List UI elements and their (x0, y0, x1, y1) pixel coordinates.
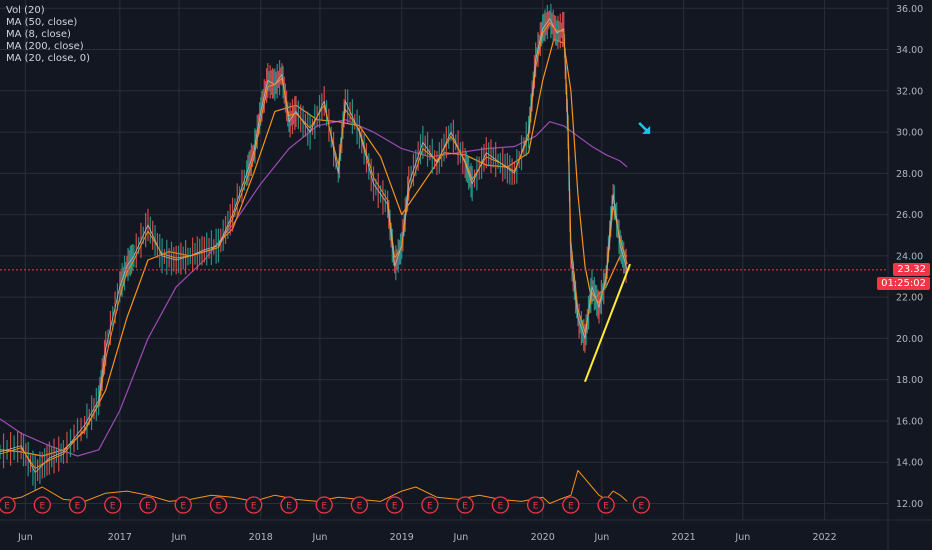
earnings-marker-label: E (462, 502, 468, 512)
ma8-series (0, 22, 628, 469)
earnings-marker[interactable] (280, 496, 298, 514)
y-tick-label: 26.00 (896, 210, 923, 221)
y-tick-label: 14.00 (896, 458, 923, 469)
x-tick-label: 2018 (249, 532, 273, 543)
earnings-marker[interactable] (245, 496, 263, 514)
current-price-badge: 23.32 (893, 262, 930, 276)
earnings-marker[interactable] (456, 496, 474, 514)
x-tick-label: 2020 (531, 532, 555, 543)
earnings-marker[interactable] (562, 496, 580, 514)
y-tick-label: 36.00 (896, 4, 923, 15)
earnings-marker-label: E (286, 502, 292, 512)
y-tick-label: 32.00 (896, 86, 923, 97)
earnings-marker-label: E (357, 502, 363, 512)
earnings-marker[interactable] (139, 496, 157, 514)
y-tick-label: 28.00 (896, 169, 923, 180)
legend-volume[interactable]: Vol (20) (6, 5, 45, 16)
x-tick-label: 2022 (812, 532, 836, 543)
indicator-legend: Vol (20) MA (50, close) MA (8, close) MA… (6, 5, 90, 65)
y-tick-label: 22.00 (896, 293, 923, 304)
volume-series (0, 470, 628, 504)
trendline-drawing[interactable] (584, 263, 631, 383)
earnings-marker-label: E (498, 502, 504, 512)
earnings-marker[interactable] (174, 496, 192, 514)
x-tick-label: 2019 (390, 532, 414, 543)
y-tick-label: 30.00 (896, 128, 923, 139)
ma50-series (0, 38, 628, 457)
earnings-marker-label: E (533, 502, 539, 512)
earnings-marker[interactable] (350, 496, 369, 514)
price-axis[interactable]: 12.00 14.00 16.00 18.00 20.00 22.00 24.00 26.00… (887, 0, 923, 550)
y-tick-label: 24.00 (896, 251, 923, 262)
y-tick-label: 18.00 (896, 375, 923, 386)
y-tick-label: 34.00 (896, 45, 923, 56)
earnings-marker[interactable] (104, 496, 122, 514)
earnings-marker-label: E (568, 502, 574, 512)
earnings-marker-label: E (321, 502, 327, 512)
x-tick-label: 2017 (108, 532, 132, 543)
arrow-drawing[interactable] (638, 122, 651, 134)
y-tick-label: 16.00 (896, 416, 923, 427)
x-tick-label: Jun (312, 532, 328, 543)
x-tick-label: 2021 (672, 532, 696, 543)
legend-ma200[interactable]: MA (200, close) (6, 41, 84, 52)
earnings-marker-label: E (427, 502, 433, 512)
earnings-marker-label: E (216, 502, 222, 512)
earnings-marker-label: E (4, 502, 10, 512)
earnings-marker[interactable] (386, 496, 404, 514)
x-tick-label: Jun (593, 532, 609, 543)
earnings-marker[interactable] (68, 496, 87, 514)
earnings-marker[interactable] (0, 496, 16, 514)
earnings-marker-label: E (392, 502, 398, 512)
x-tick-label: Jun (171, 532, 187, 543)
earnings-marker-label: E (251, 502, 257, 512)
earnings-marker[interactable] (209, 496, 228, 514)
legend-ma50[interactable]: MA (50, close) (6, 17, 78, 28)
x-tick-label: Jun (452, 532, 468, 543)
earnings-marker[interactable] (526, 496, 545, 514)
y-tick-label: 20.00 (896, 334, 923, 345)
volume-line (0, 470, 628, 504)
ma8-line (0, 22, 628, 469)
legend-ma20-volume[interactable]: MA (20, close, 0) (6, 53, 91, 64)
trendline[interactable] (584, 263, 631, 383)
earnings-marker-label: E (145, 502, 151, 512)
earnings-marker[interactable] (597, 496, 615, 514)
earnings-marker-label: E (39, 502, 45, 512)
x-tick-label: Jun (734, 532, 750, 543)
earnings-marker[interactable] (315, 496, 333, 514)
legend-ma8[interactable]: MA (8, close) (6, 29, 71, 40)
earnings-marker[interactable] (421, 496, 439, 514)
ma50-line (0, 38, 628, 457)
earnings-marker-label: E (603, 502, 609, 512)
arrow-icon[interactable] (642, 125, 651, 134)
y-tick-label: 12.00 (896, 499, 923, 510)
earnings-marker-label: E (638, 502, 644, 512)
earnings-marker-label: E (110, 502, 116, 512)
earnings-marker-label: E (75, 502, 81, 512)
countdown-badge: 01:25:02 (877, 276, 930, 290)
time-axis[interactable]: Jun 2017 Jun 2018 Jun 2019 Jun 2020 Jun 2021 Jun 20… (0, 519, 932, 543)
earnings-marker-label: E (180, 502, 186, 512)
grid-lines (0, 0, 888, 520)
earnings-marker[interactable] (491, 496, 510, 514)
earnings-marker[interactable] (33, 496, 51, 514)
earnings-marker[interactable] (632, 496, 650, 514)
x-tick-label: Jun (17, 532, 33, 543)
